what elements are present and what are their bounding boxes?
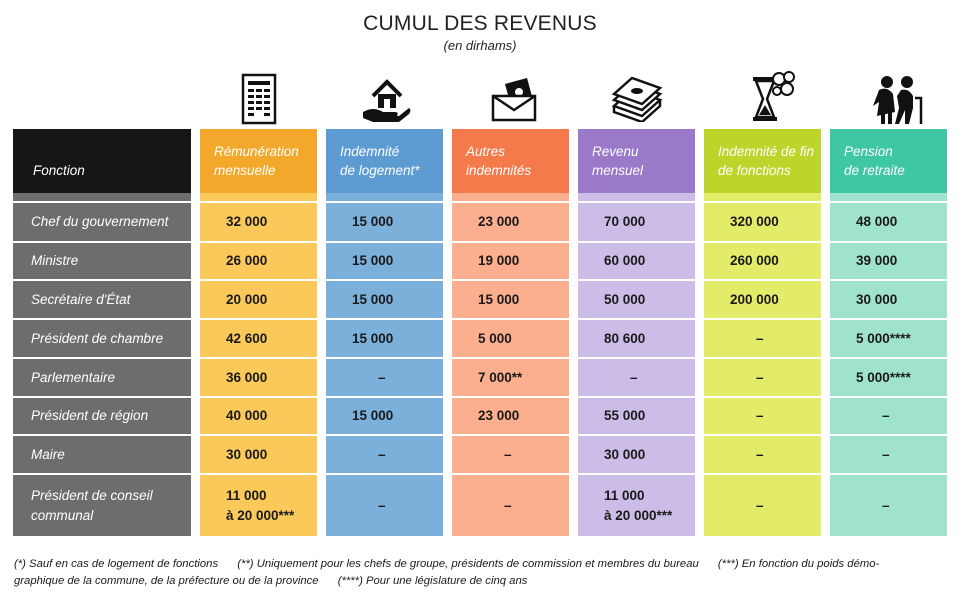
cash-stack-icon — [606, 70, 666, 128]
spacer — [830, 193, 947, 201]
cell-autres: 23 000 — [452, 396, 569, 434]
cell-remuneration: 26 000 — [200, 241, 317, 279]
cell-logement: – — [326, 434, 443, 473]
cell-autres: 19 000 — [452, 241, 569, 279]
cell-remuneration: 11 000 à 20 000*** — [200, 473, 317, 536]
footnote-2: (**) Uniquement pour les chefs de groupe… — [237, 558, 699, 570]
cell-revenu: 30 000 — [578, 434, 695, 473]
cell-revenu: 60 000 — [578, 241, 695, 279]
row-label: Parlementaire — [13, 357, 191, 396]
cell-fin-fonctions: – — [704, 318, 821, 357]
footnote-3-cont: graphique de la commune, de la préfectur… — [14, 575, 319, 587]
header-logement: Indemnité de logement* — [326, 129, 443, 193]
cell-pension: – — [830, 396, 947, 434]
cell-autres: 5 000 — [452, 318, 569, 357]
header-revenu: Revenu mensuel — [578, 129, 695, 193]
cell-autres: 15 000 — [452, 279, 569, 318]
row-label: Président de conseil communal — [13, 473, 191, 536]
row-label: Ministre — [13, 241, 191, 279]
row-label: Secrétaire d'État — [13, 279, 191, 318]
cell-logement: – — [326, 473, 443, 536]
footnotes: (*) Sauf en cas de logement de fonctions… — [14, 556, 949, 590]
cell-pension: 48 000 — [830, 201, 947, 241]
header-fonction: Fonction — [13, 129, 191, 193]
cell-fin-fonctions: – — [704, 473, 821, 536]
cell-revenu: 50 000 — [578, 279, 695, 318]
cell-fin-fonctions: – — [704, 357, 821, 396]
page-title: CUMUL DES REVENUS — [363, 12, 597, 35]
spacer — [578, 193, 695, 201]
revenue-table: Fonction Rémunération mensuelle Indemnité… — [13, 129, 949, 536]
cell-autres: – — [452, 434, 569, 473]
cell-logement: 15 000 — [326, 241, 443, 279]
spacer — [452, 193, 569, 201]
cell-revenu: 80 600 — [578, 318, 695, 357]
cell-fin-fonctions: 320 000 — [704, 201, 821, 241]
cell-remuneration: 42 600 — [200, 318, 317, 357]
cell-remuneration: 40 000 — [200, 396, 317, 434]
cell-pension: – — [830, 473, 947, 536]
document-table-icon — [229, 70, 289, 128]
cell-pension: – — [830, 434, 947, 473]
cell-revenu: 11 000 à 20 000*** — [578, 473, 695, 536]
row-label: Chef du gouvernement — [13, 201, 191, 241]
cell-pension: 5 000**** — [830, 318, 947, 357]
cell-logement: 15 000 — [326, 201, 443, 241]
cell-logement: 15 000 — [326, 396, 443, 434]
cell-fin-fonctions: 200 000 — [704, 279, 821, 318]
cell-revenu: 55 000 — [578, 396, 695, 434]
cell-autres: 7 000** — [452, 357, 569, 396]
house-hand-icon — [356, 70, 416, 128]
header-remuneration: Rémunération mensuelle — [200, 129, 317, 193]
cell-revenu: – — [578, 357, 695, 396]
cell-pension: 30 000 — [830, 279, 947, 318]
page-subtitle: (en dirhams) — [443, 38, 517, 53]
row-label: Président de région — [13, 396, 191, 434]
cell-remuneration: 32 000 — [200, 201, 317, 241]
spacer — [13, 193, 191, 201]
header-pension: Pension de retraite — [830, 129, 947, 193]
cell-pension: 5 000**** — [830, 357, 947, 396]
cell-logement: 15 000 — [326, 279, 443, 318]
elderly-couple-icon — [868, 70, 928, 128]
cell-fin-fonctions: – — [704, 396, 821, 434]
row-label: Maire — [13, 434, 191, 473]
row-label: Président de chambre — [13, 318, 191, 357]
cell-logement: 15 000 — [326, 318, 443, 357]
spacer — [704, 193, 821, 201]
hourglass-coins-icon — [740, 70, 800, 128]
cell-revenu: 70 000 — [578, 201, 695, 241]
cell-remuneration: 20 000 — [200, 279, 317, 318]
cell-pension: 39 000 — [830, 241, 947, 279]
cell-fin-fonctions: 260 000 — [704, 241, 821, 279]
header-autres: Autres indemnités — [452, 129, 569, 193]
footnote-1: (*) Sauf en cas de logement de fonctions — [14, 558, 219, 570]
cell-autres: – — [452, 473, 569, 536]
spacer — [200, 193, 317, 201]
cell-autres: 23 000 — [452, 201, 569, 241]
cell-remuneration: 30 000 — [200, 434, 317, 473]
money-envelope-icon — [484, 70, 544, 128]
cell-logement: – — [326, 357, 443, 396]
footnote-4: (****) Pour une législature de cinq ans — [337, 575, 528, 587]
cell-fin-fonctions: – — [704, 434, 821, 473]
cell-remuneration: 36 000 — [200, 357, 317, 396]
spacer — [326, 193, 443, 201]
header-fin-fonctions: Indemnité de fin de fonctions — [704, 129, 821, 193]
footnote-3: (***) En fonction du poids démo- — [717, 558, 880, 570]
